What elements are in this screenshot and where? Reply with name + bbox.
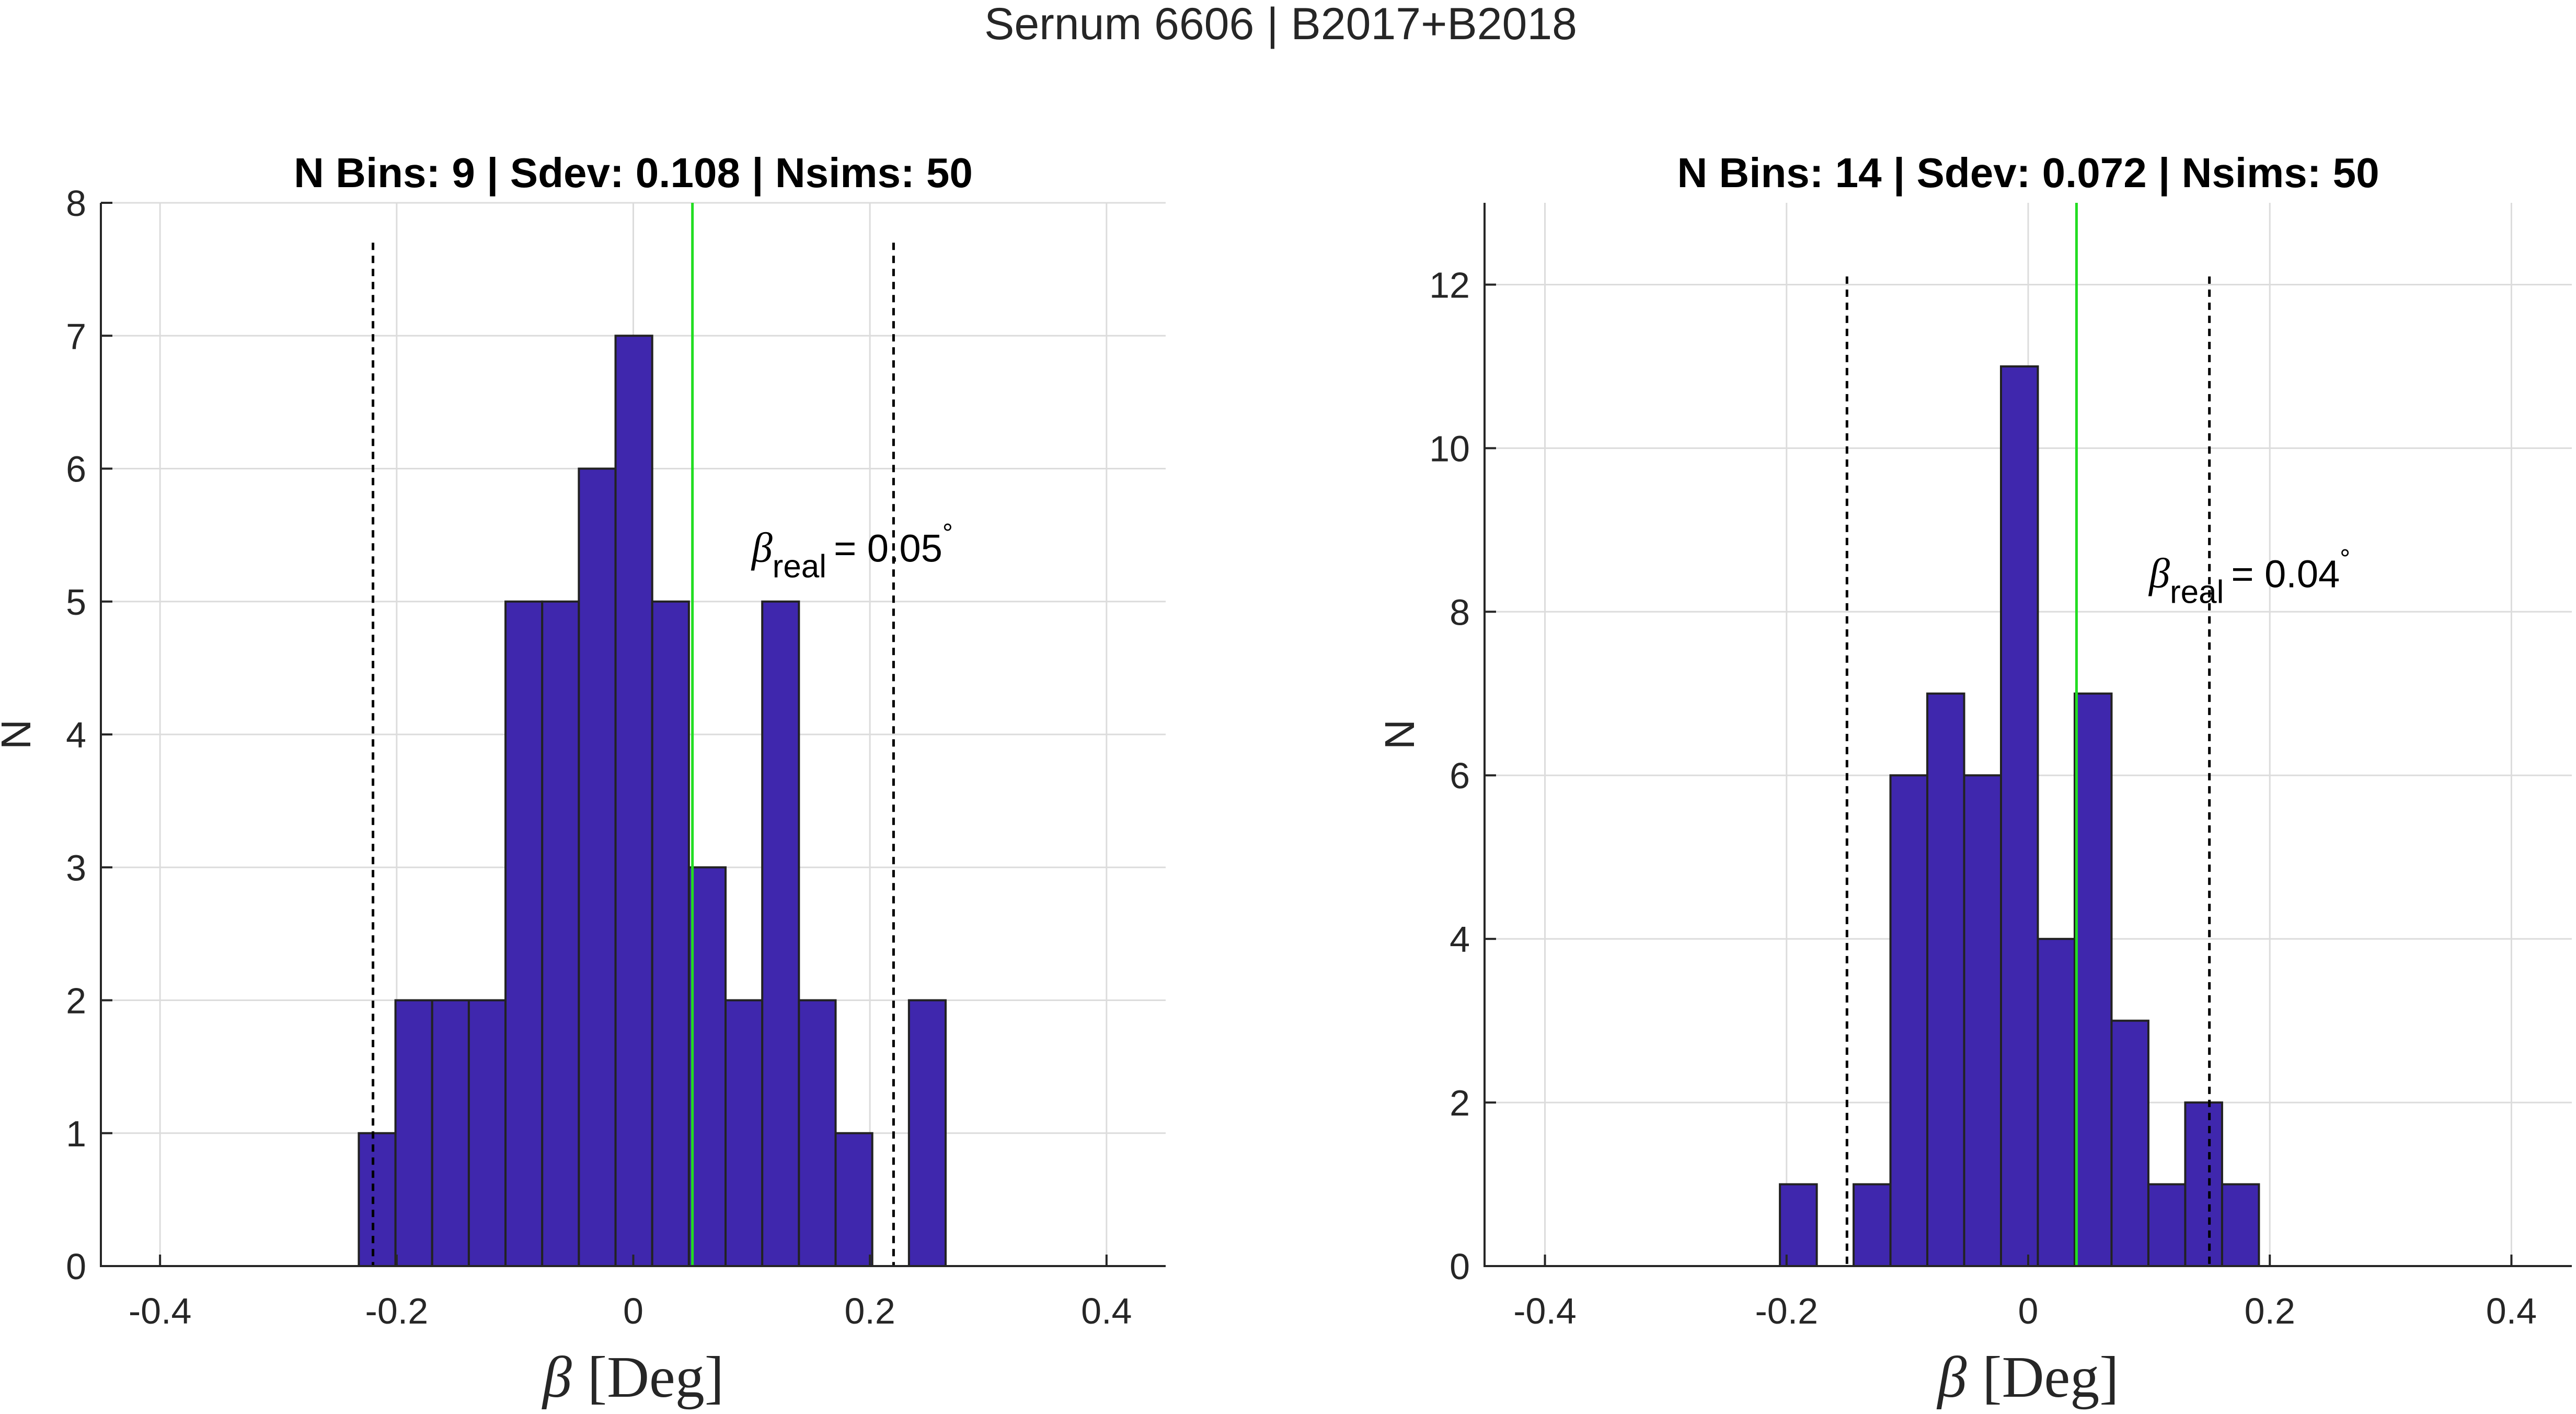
x-tick-label-4: 0.4: [1081, 1291, 1132, 1331]
y-tick-label-4: 8: [1450, 592, 1470, 633]
histogram-bar-3: [1926, 692, 1965, 1267]
histogram-bar-7: [2073, 692, 2113, 1267]
plot-title: N Bins: 14 | Sdev: 0.072 | Nsims: 50: [1677, 150, 2379, 197]
annotation-symbol: β: [751, 525, 773, 571]
y-tick-label-4: 4: [66, 715, 86, 755]
x-tick-label-3: 0.2: [845, 1291, 895, 1331]
y-tick-label-6: 6: [66, 449, 86, 490]
histogram-bar-11: [2221, 1183, 2260, 1268]
x-tick-label-2: 0: [2018, 1291, 2039, 1331]
annotation-degree: °: [942, 518, 953, 547]
histogram-bar-5: [541, 600, 580, 1267]
histogram-bar-0: [1779, 1183, 1818, 1268]
y-tick-label-2: 4: [1450, 919, 1470, 960]
real-value-annotation: βreal = 0.05°: [751, 518, 953, 584]
histogram-plot-right: -0.4 -0.2 0 0.2 0.4 0 2 4 6 8 10 12 N Bins: 14 | Sde…: [1376, 150, 2572, 1410]
real-value-annotation: βreal = 0.04°: [2148, 544, 2350, 610]
y-tick-label-2: 2: [66, 981, 86, 1021]
histogram-bar-0: [358, 1132, 397, 1267]
x-tick-label-4: 0.4: [2486, 1291, 2537, 1331]
annotation-value: = 0.05: [834, 526, 942, 570]
histogram-bar-6: [2037, 938, 2076, 1267]
x-tick-label-3: 0.2: [2245, 1291, 2295, 1331]
histogram-bar-10: [724, 999, 764, 1267]
histogram-bars: [358, 335, 947, 1267]
histogram-bar-11: [761, 600, 800, 1267]
annotation-value: = 0.04: [2231, 552, 2340, 595]
histogram-bar-9: [2147, 1183, 2187, 1268]
x-axis-label: β [Deg]: [1937, 1345, 2119, 1410]
y-tick-label-6: 12: [1429, 265, 1470, 305]
x-tick-label-0: -0.4: [1513, 1291, 1577, 1331]
x-tick-label-1: -0.2: [1755, 1291, 1818, 1331]
histogram-bar-4: [504, 600, 544, 1267]
y-axis-label: N: [1376, 719, 1423, 750]
annotation-subscript: real: [773, 548, 826, 584]
histogram-bar-3: [467, 999, 507, 1267]
histogram-bar-4: [1963, 774, 2002, 1268]
x-axis-label-unit: [Deg]: [588, 1345, 724, 1410]
y-tick-label-0: 0: [1450, 1246, 1470, 1287]
histogram-bars: [1779, 365, 2260, 1268]
y-tick-label-3: 3: [66, 847, 86, 888]
y-tick-label-1: 2: [1450, 1083, 1470, 1123]
x-axis-label-symbol: β: [542, 1345, 572, 1410]
x-tick-label-1: -0.2: [365, 1291, 429, 1331]
histogram-bar-13: [834, 1132, 873, 1267]
histogram-bar-7: [614, 335, 653, 1267]
y-tick-label-8: 8: [66, 183, 86, 224]
y-tick-label-7: 7: [66, 316, 86, 357]
histogram-bar-10: [2184, 1101, 2223, 1267]
y-tick-label-1: 1: [66, 1113, 86, 1154]
histogram-bar-14: [907, 999, 947, 1267]
y-axis-label: N: [0, 719, 39, 750]
histogram-bar-5: [2000, 365, 2039, 1267]
x-axis-label: β [Deg]: [542, 1345, 724, 1410]
y-tick-label-5: 10: [1429, 428, 1470, 469]
histogram-plot-left: -0.4 -0.2 0 0.2 0.4 0 1 2 3 4 5 6 7 8 N Bins: 9 | Sdev…: [0, 150, 1166, 1410]
annotation-degree: °: [2340, 544, 2350, 573]
x-tick-label-2: 0: [623, 1291, 643, 1331]
histogram-bar-1: [1853, 1183, 1892, 1268]
y-tick-label-5: 5: [66, 582, 86, 623]
histogram-bar-6: [578, 467, 617, 1267]
histogram-bar-12: [798, 999, 837, 1267]
x-tick-label-0: -0.4: [129, 1291, 192, 1331]
annotation-symbol: β: [2148, 550, 2170, 596]
histogram-bar-9: [687, 866, 727, 1267]
histogram-bar-8: [651, 600, 690, 1267]
figure-title: Sernum 6606 | B2017+B2018: [984, 0, 1577, 49]
annotation-subscript: real: [2170, 574, 2224, 610]
plot-title: N Bins: 9 | Sdev: 0.108 | Nsims: 50: [294, 150, 973, 197]
histogram-bar-8: [2110, 1019, 2149, 1267]
y-tick-label-0: 0: [66, 1246, 86, 1287]
histogram-bar-2: [1889, 774, 1929, 1268]
histogram-bar-2: [431, 999, 470, 1267]
x-axis-label-unit: [Deg]: [1982, 1345, 2119, 1410]
y-tick-label-3: 6: [1450, 755, 1470, 796]
x-axis-label-symbol: β: [1937, 1345, 1967, 1410]
histogram-bar-1: [394, 999, 433, 1267]
